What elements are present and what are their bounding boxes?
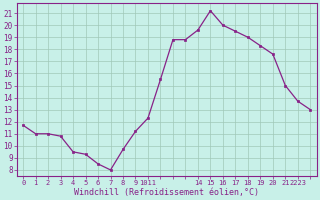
X-axis label: Windchill (Refroidissement éolien,°C): Windchill (Refroidissement éolien,°C): [74, 188, 259, 197]
